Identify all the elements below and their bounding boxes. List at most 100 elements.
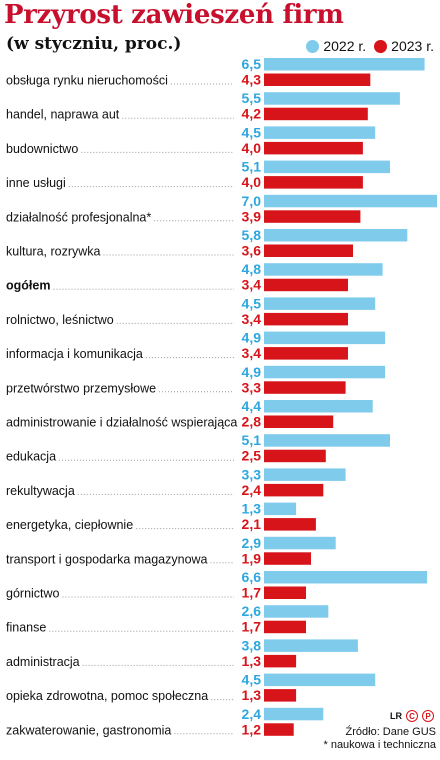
value-label-2023-row-18: 1,3: [242, 687, 262, 703]
source-text: Źródło: Dane GUS: [345, 726, 436, 738]
value-label-2022-row-9: 4,9: [242, 364, 262, 380]
bar-2022-row-2: [264, 126, 376, 139]
bar-2022-row-11: [264, 434, 390, 447]
value-label-2022-row-4: 7,0: [242, 193, 262, 209]
bar-2023-row-2: [264, 141, 363, 155]
bar-2022-row-17: [264, 639, 358, 652]
value-label-2023-row-17: 1,3: [242, 653, 262, 669]
value-label-2023-row-0: 4,3: [242, 72, 262, 88]
author-initials: LR: [390, 711, 402, 721]
bar-2023-row-18: [264, 689, 297, 702]
value-label-2023-row-7: 3,4: [242, 311, 262, 327]
bar-2023-row-7: [264, 312, 348, 326]
bar-2023-row-19: [264, 723, 294, 736]
value-label-2022-row-13: 1,3: [242, 501, 262, 517]
value-label-2023-row-19: 1,2: [242, 721, 262, 737]
category-label-row-13: energetyka, ciepłownie: [6, 518, 133, 532]
value-label-2022-row-10: 4,4: [242, 398, 262, 414]
legend: 2022 r. 2023 r.: [306, 38, 434, 54]
source-note: Źródło: Dane GUS * naukowa i techniczna: [323, 726, 436, 752]
bar-2022-row-9: [264, 365, 386, 379]
value-label-2022-row-14: 2,9: [242, 535, 262, 551]
value-label-2023-row-14: 1,9: [242, 550, 262, 566]
bar-2023-row-5: [264, 244, 353, 257]
chart-subtitle: (w styczniu, proc.): [6, 34, 182, 54]
bar-2023-row-10: [264, 415, 334, 428]
value-label-2022-row-6: 4,8: [242, 261, 262, 277]
bar-2022-row-8: [264, 331, 386, 345]
value-label-2022-row-8: 4,9: [242, 330, 262, 346]
category-label-row-0: obsługa rynku nieruchomości: [6, 74, 168, 88]
value-label-2022-row-1: 5,5: [242, 90, 262, 106]
category-label-row-11: edukacja: [6, 450, 56, 464]
value-label-2022-row-12: 3,3: [242, 466, 262, 482]
value-label-2023-row-5: 3,6: [242, 243, 262, 259]
bar-2022-row-0: [264, 58, 425, 71]
bar-2023-row-4: [264, 210, 361, 223]
legend-item-2022: 2022 r.: [306, 38, 366, 54]
bar-2023-row-16: [264, 620, 306, 634]
value-label-2023-row-2: 4,0: [242, 140, 262, 156]
bar-2023-row-9: [264, 381, 346, 394]
logo-c-icon: C: [406, 710, 418, 722]
category-label-row-7: rolnictwo, leśnictwo: [6, 313, 114, 327]
bar-2023-row-17: [264, 654, 297, 668]
value-label-2022-row-17: 3,8: [242, 637, 262, 653]
category-label-row-3: inne usługi: [6, 176, 66, 190]
legend-swatch-2022: [306, 39, 320, 53]
value-label-2023-row-15: 1,7: [242, 585, 262, 601]
category-label-row-18: opieka zdrowotna, pomoc społeczna: [6, 689, 208, 703]
value-label-2022-row-2: 4,5: [242, 124, 262, 140]
bar-2022-row-7: [264, 297, 376, 310]
bar-2023-row-1: [264, 107, 368, 121]
category-label-row-15: górnictwo: [6, 587, 60, 601]
category-label-row-10: administrowanie i działalność wspierając…: [6, 416, 237, 430]
value-label-2023-row-11: 2,5: [242, 448, 262, 464]
category-label-row-12: rekultywacja: [6, 484, 75, 498]
bar-2022-row-19: [264, 707, 324, 721]
category-label-row-6: ogółem: [6, 279, 50, 293]
value-label-2022-row-18: 4,5: [242, 672, 262, 688]
value-label-2022-row-0: 6,5: [242, 56, 262, 72]
legend-label-2022: 2022 r.: [323, 38, 367, 54]
value-label-2023-row-13: 2,1: [242, 516, 262, 532]
value-label-2022-row-7: 4,5: [242, 295, 262, 311]
bar-2023-row-13: [264, 518, 316, 531]
value-label-2023-row-4: 3,9: [242, 208, 262, 224]
category-label-row-4: działalność profesjonalna*: [6, 210, 151, 224]
bar-2023-row-14: [264, 552, 311, 565]
bar-2022-row-10: [264, 400, 373, 413]
bar-2022-row-4: [264, 194, 437, 208]
bar-2022-row-14: [264, 536, 336, 550]
bar-2022-row-6: [264, 263, 383, 276]
bar-2023-row-8: [264, 347, 348, 360]
bar-2023-row-6: [264, 278, 348, 292]
category-label-row-17: administracja: [6, 655, 80, 669]
credit-block: LR C P: [390, 710, 434, 722]
value-label-2023-row-12: 2,4: [242, 482, 262, 498]
value-label-2023-row-8: 3,4: [242, 345, 262, 361]
bar-2022-row-13: [264, 502, 297, 516]
bar-2023-row-3: [264, 176, 363, 189]
category-label-row-5: kultura, rozrywka: [6, 245, 101, 259]
legend-swatch-2023: [374, 39, 388, 53]
bar-2022-row-1: [264, 92, 400, 105]
value-label-2023-row-6: 3,4: [242, 277, 262, 293]
bar-2022-row-18: [264, 673, 376, 687]
value-label-2023-row-3: 4,0: [242, 174, 262, 190]
value-label-2022-row-11: 5,1: [242, 432, 262, 448]
bar-2022-row-16: [264, 605, 329, 618]
logo-p-icon: P: [422, 710, 434, 722]
value-label-2023-row-1: 4,2: [242, 106, 262, 122]
value-label-2022-row-3: 5,1: [242, 159, 262, 175]
value-label-2023-row-10: 2,8: [242, 414, 262, 430]
value-label-2022-row-16: 2,6: [242, 603, 262, 619]
bar-2022-row-12: [264, 468, 346, 481]
value-label-2023-row-16: 1,7: [242, 619, 262, 635]
value-label-2022-row-19: 2,4: [242, 706, 262, 722]
bar-2022-row-3: [264, 160, 390, 174]
category-label-row-9: przetwórstwo przemysłowe: [6, 381, 156, 395]
legend-label-2023: 2023 r.: [391, 38, 434, 54]
